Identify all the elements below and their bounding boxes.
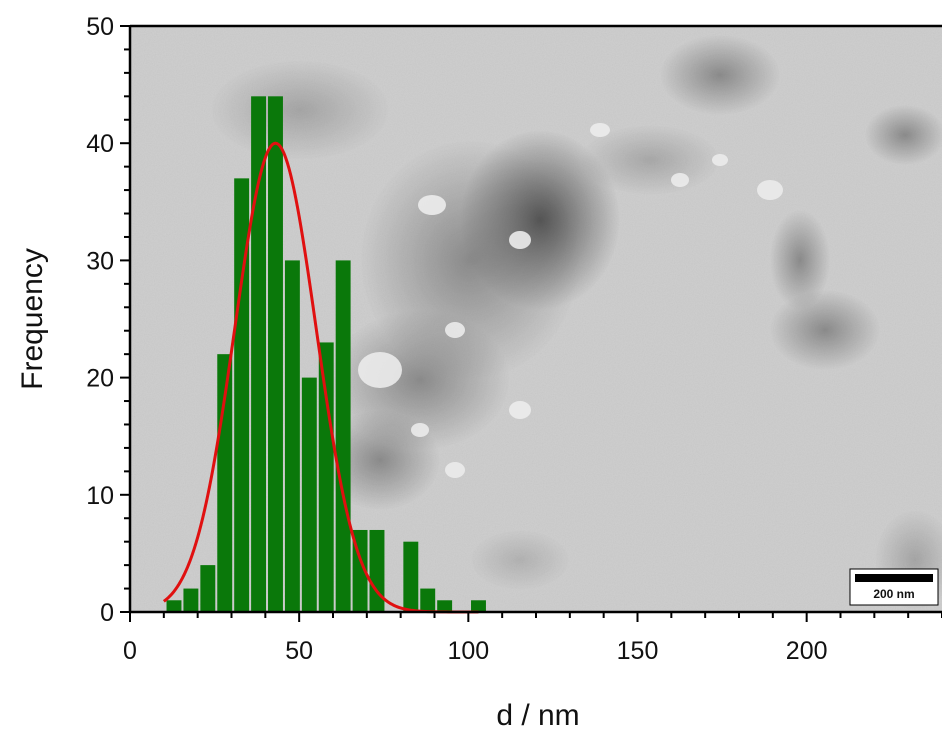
histogram-bars (166, 96, 486, 613)
x-tick-label: 100 (447, 637, 489, 665)
histogram-bar (471, 600, 486, 612)
y-axis-ticks: 0 10 20 30 40 50 (86, 13, 130, 627)
y-tick-label: 0 (100, 599, 114, 627)
x-tick-label: 0 (123, 637, 137, 665)
histogram-bar (437, 600, 453, 612)
histogram-bar (335, 260, 351, 612)
scale-bar-label: 200 nm (873, 587, 914, 601)
histogram-bar (369, 529, 385, 612)
histogram-bar (318, 342, 334, 612)
y-axis-title: Frequency (16, 248, 49, 390)
y-tick-label: 20 (86, 365, 114, 393)
histogram-bar (403, 541, 419, 612)
y-tick-label: 50 (86, 13, 114, 41)
histogram-bar (268, 96, 283, 612)
histogram-bar (183, 588, 199, 612)
y-tick-label: 10 (86, 482, 114, 510)
histogram-bar (166, 600, 182, 612)
histogram-bar (200, 565, 216, 612)
x-tick-label: 200 (786, 637, 828, 665)
histogram-bar (420, 588, 436, 612)
x-tick-label: 50 (285, 637, 313, 665)
histogram-bar (284, 260, 300, 612)
histogram-bar (234, 178, 250, 613)
x-axis-title: d / nm (496, 699, 579, 732)
scale-bar: 200 nm (849, 568, 939, 606)
x-tick-label: 150 (617, 637, 659, 665)
y-tick-label: 30 (86, 247, 114, 275)
x-axis-ticks: 0 50 100 150 200 (123, 612, 942, 665)
histogram-bar (251, 96, 267, 612)
histogram-bar (301, 377, 317, 612)
y-tick-label: 40 (86, 130, 114, 158)
